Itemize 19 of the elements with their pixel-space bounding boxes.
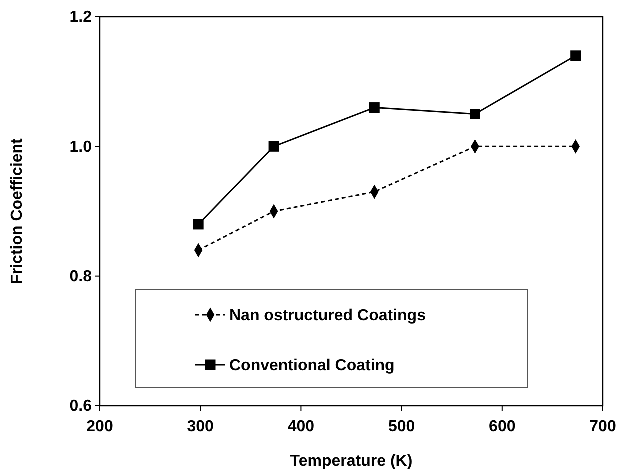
legend-label: Conventional Coating (230, 358, 395, 375)
x-tick-label: 500 (388, 418, 416, 436)
x-tick-label: 600 (489, 418, 516, 436)
point (268, 141, 280, 152)
x-tick-label: 200 (86, 418, 114, 436)
y-tick-label: 0.8 (70, 268, 92, 286)
x-axis-title: Temperature (K) (290, 453, 413, 470)
x-tick-label: 700 (590, 418, 616, 436)
point (570, 50, 582, 62)
legend-label: Nan ostructured Coatings (230, 308, 426, 325)
y-axis-title: Friction Coefficient (9, 138, 26, 284)
y-tick-label: 0.6 (70, 398, 92, 416)
x-tick-label: 300 (187, 418, 214, 436)
x-tick-label: 400 (288, 418, 315, 436)
point (193, 219, 204, 230)
point (470, 109, 480, 120)
y-tick-label: 1.2 (70, 9, 92, 26)
y-tick-label: 1.0 (70, 138, 92, 156)
point (369, 102, 380, 114)
